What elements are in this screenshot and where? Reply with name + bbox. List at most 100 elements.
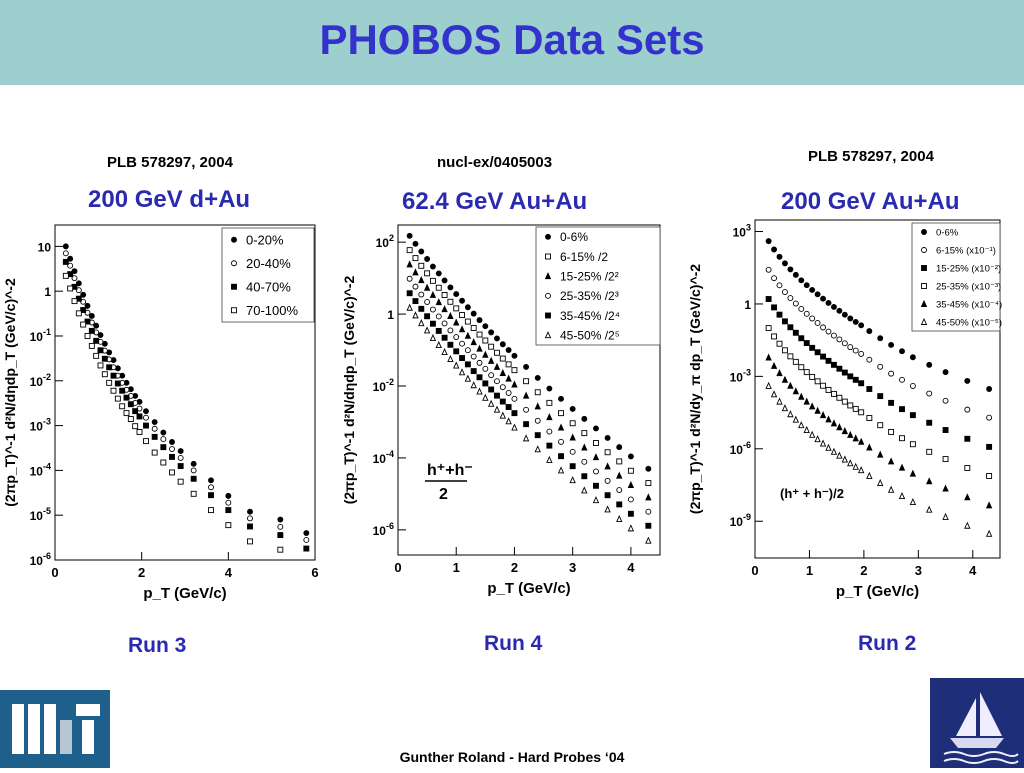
data-point [406,247,413,254]
data-point [858,322,865,329]
x-tick-label: 1 [806,563,813,578]
data-point [511,410,518,417]
data-point [412,268,419,276]
legend-label: 70-100% [246,303,298,318]
data-point [151,425,158,432]
data-point [505,347,512,353]
data-point [453,348,460,355]
data-point [97,362,104,369]
data-point [493,405,501,413]
data-point [847,344,854,351]
data-point [581,458,588,465]
data-point [819,439,827,447]
data-point [418,248,425,255]
legend-marker [544,331,552,339]
data-point [84,302,91,309]
data-point [809,373,816,380]
series-1 [406,247,652,487]
data-point [75,287,82,294]
data-point [429,333,437,341]
data-point [499,368,506,376]
legend-label: 35-45% /2⁴ [560,309,620,323]
data-point [985,529,993,537]
data-point [627,510,634,517]
data-point [616,487,623,493]
x-tick-label: 0 [51,565,58,580]
annotation-denominator: 2 [439,486,448,503]
data-point [67,262,74,269]
x-tick-label: 2 [138,565,145,580]
series-3 [406,275,652,515]
data-point [143,408,149,415]
data-point [942,397,949,404]
data-point [604,505,611,513]
data-point [877,335,884,342]
data-point [604,462,611,470]
data-point [814,349,821,356]
data-point [964,465,971,471]
legend-label: 6-15% /2 [560,250,608,264]
data-point [942,512,949,520]
data-point [858,409,865,416]
legend-entry: 25-35% /2³ [545,289,619,303]
data-point [453,361,460,369]
data-point [616,514,623,522]
data-point [836,307,843,314]
data-point [119,403,126,410]
series-0 [765,238,993,392]
panel3-run: Run 2 [858,632,917,655]
series-2 [62,258,310,552]
legend-marker [231,283,237,290]
y-tick-label: 1 [44,285,51,299]
data-point [830,447,838,455]
legend-label: 20-40% [246,256,291,271]
data-point [841,427,849,435]
data-point [123,410,130,417]
data-point [88,327,95,334]
data-point [412,255,419,262]
y-tick-label: 1 [744,298,751,312]
legend-entry: 35-45% (x10⁻⁴) [920,299,1002,310]
legend-label: 15-25% (x10⁻²) [936,263,1001,274]
data-point [776,397,783,405]
data-point [476,331,483,338]
data-point [770,390,778,398]
data-point [487,399,495,407]
legend-marker [920,299,928,307]
data-point [909,441,916,448]
data-point [798,335,805,342]
data-point [926,419,933,426]
data-point [522,434,530,442]
data-point [593,440,599,446]
data-point [592,453,600,461]
data-point [494,392,500,399]
data-point [765,296,772,302]
data-point [132,423,139,430]
data-point [80,321,87,328]
data-point [499,398,506,405]
data-point [499,355,506,362]
data-point [798,277,805,284]
data-point [80,307,87,313]
data-point [435,298,442,306]
data-point [898,463,906,471]
legend-entry: 40-70% [231,279,291,294]
data-point [418,319,425,327]
data-point [627,453,634,460]
legend-entry: 0-6% [921,227,959,238]
data-point [482,350,489,358]
legend-entry: 6-15% /2 [545,250,608,264]
data-point [441,292,448,298]
legend-marker [545,253,551,260]
data-point [645,536,652,544]
data-point [820,324,827,331]
data-point [858,380,865,387]
data-point [857,437,865,445]
data-point [645,522,652,529]
legend-entry: 15-25% (x10⁻²) [921,263,1001,274]
data-point [765,325,772,332]
data-point [569,448,576,455]
data-point [424,313,431,320]
data-point [277,546,284,553]
data-point [985,501,993,509]
